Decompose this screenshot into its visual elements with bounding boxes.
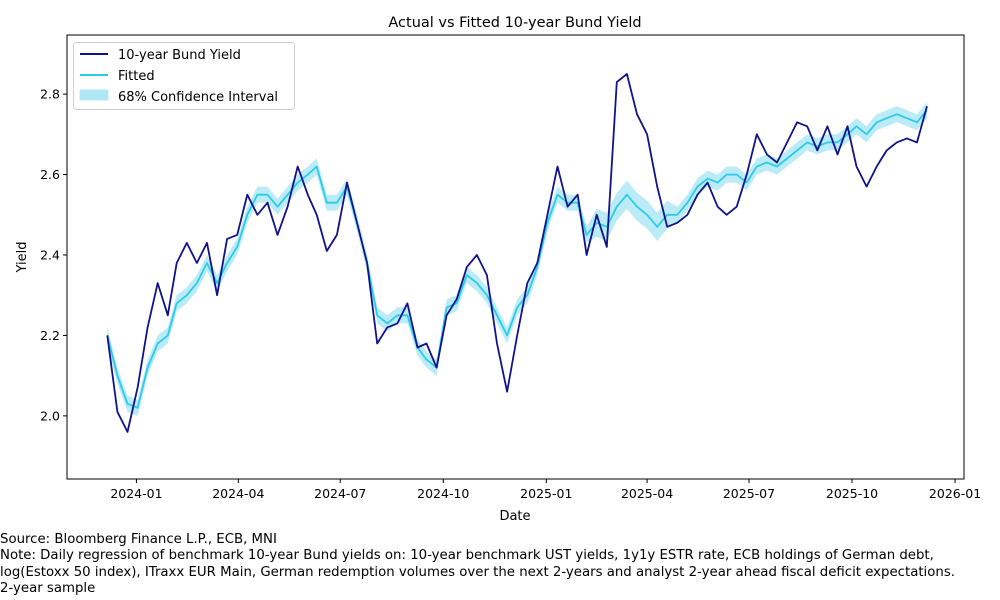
y-tick-label: 2.8 [40,87,60,102]
x-tick-label: 2024-10 [417,486,469,501]
x-tick-label: 2025-01 [520,486,572,501]
legend-label-ci: 68% Confidence Interval [118,90,278,105]
fitted-line [106,109,928,409]
axes-frame [66,34,965,480]
plot-area [106,73,928,433]
legend-swatch-ci [79,89,109,101]
confidence-interval-band [107,102,928,416]
note-text-line-2: log(Estoxx 50 index), ITraxx EUR Main, G… [0,564,955,580]
y-tick-label: 2.4 [40,247,60,262]
note-text-line-3: 2-year sample [0,581,96,597]
legend-frame [73,42,295,110]
x-tick-label: 2025-07 [723,486,775,501]
y-tick-label: 2.6 [40,167,60,182]
x-axis: 2024-01 2024-04 2024-07 2024-10 2025-01 2025-… [110,479,981,501]
y-tick-label: 2.2 [40,328,60,343]
x-tick-label: 2025-04 [621,486,673,501]
legend-label-actual: 10-year Bund Yield [118,48,241,63]
actual-yield-line [106,73,928,433]
x-tick-label: 2024-07 [314,486,366,501]
x-tick-label: 2024-04 [212,486,264,501]
x-tick-label: 2025-10 [826,486,878,501]
legend-label-fitted: Fitted [118,69,155,84]
y-axis-label: Yield [15,242,30,274]
x-tick-label: 2024-01 [110,486,162,501]
chart-title: Actual vs Fitted 10-year Bund Yield [388,15,641,31]
note-text: Note: Daily regression of benchmark 10-y… [0,548,934,564]
source-text: Source: Bloomberg Finance L.P., ECB, MNI [0,532,277,547]
legend: 10-year Bund Yield Fitted 68% Confidence… [73,42,295,110]
x-tick-label: 2026-01 [929,486,981,501]
y-axis: 2.0 2.2 2.4 2.6 2.8 [40,87,67,423]
y-tick-label: 2.0 [40,408,60,423]
footer: Source: Bloomberg Finance L.P., ECB, MNI… [0,532,955,598]
x-axis-label: Date [499,509,530,524]
